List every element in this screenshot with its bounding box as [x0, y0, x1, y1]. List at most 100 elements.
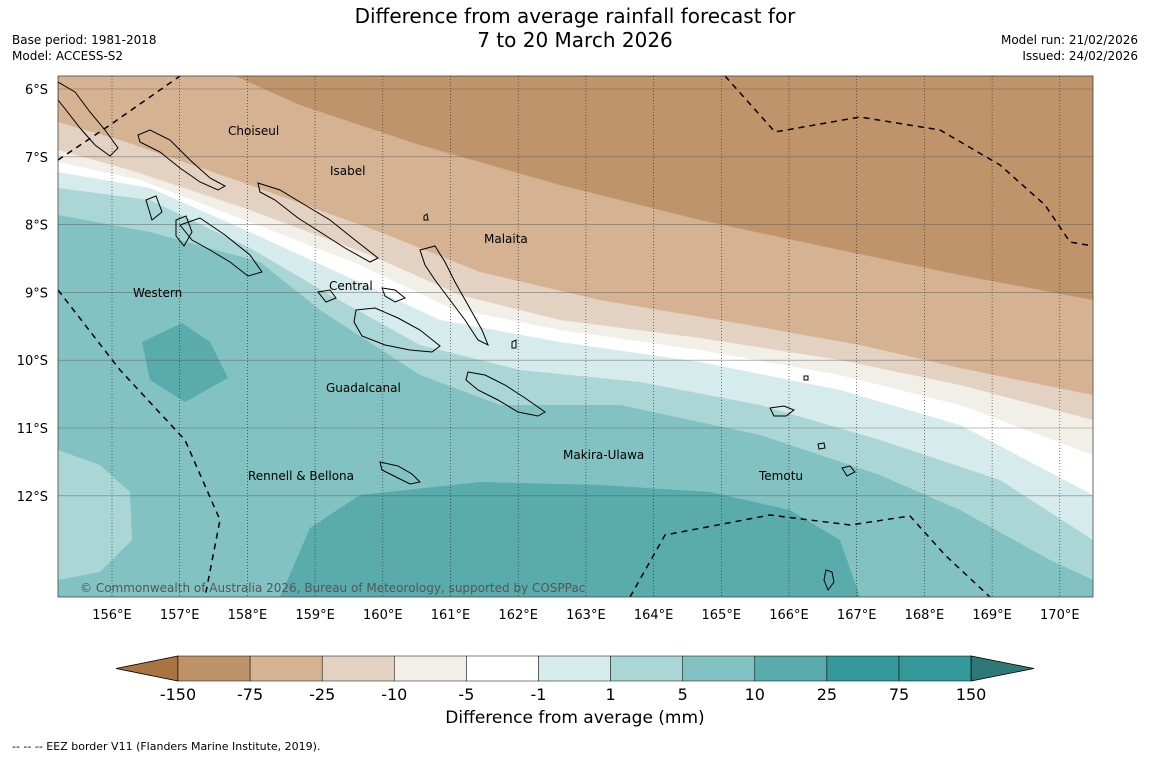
region-western: Western — [133, 286, 182, 300]
lon-tick-label: 165°E — [702, 608, 742, 623]
region-makira-ulawa: Makira-Ulawa — [563, 448, 644, 462]
colorbar-extend-low — [115, 655, 179, 682]
lon-tick-label: 157°E — [160, 608, 200, 623]
tikopia-coast — [817, 442, 826, 450]
lat-tick-label: 7°S — [25, 151, 48, 166]
region-guadalcanal: Guadalcanal — [326, 381, 401, 395]
lat-tick-label: 8°S — [25, 219, 48, 234]
band-25-to-75-west — [142, 323, 228, 402]
colorbar-tick-label: 75 — [889, 685, 909, 704]
sikaiana-coast — [511, 339, 517, 349]
region-choiseul: Choiseul — [228, 124, 279, 138]
lat-tick-label: 6°S — [25, 83, 48, 98]
lon-tick-label: 162°E — [498, 608, 538, 623]
colorbar-tick-label: -1 — [531, 685, 547, 704]
colorbar-extend-high — [970, 655, 1035, 682]
map-title: Difference from average rainfall forecas… — [0, 4, 1150, 52]
colorbar-ticks: -150 -75 -25 -10 -5 -1 1 5 10 25 75 150 — [160, 685, 987, 704]
colorbar-tick-label: 150 — [956, 685, 987, 704]
longitude-axis: 156°E 157°E 158°E 159°E 160°E 161°E 162°E 163°E… — [92, 608, 1079, 623]
lon-tick-label: 166°E — [769, 608, 809, 623]
makira-coast — [465, 371, 546, 417]
colorbar-segment — [754, 655, 828, 682]
bougainville-coast — [58, 81, 119, 157]
model-info: Base period: 1981-2018 Model: ACCESS-S2 — [12, 32, 157, 64]
lon-tick-label: 163°E — [566, 608, 606, 623]
lon-tick-label: 156°E — [92, 608, 132, 623]
lat-tick-label: 11°S — [17, 422, 48, 437]
lon-tick-label: 169°E — [972, 608, 1012, 623]
colorbar-segment — [466, 655, 539, 682]
model-name: Model: ACCESS-S2 — [12, 49, 124, 63]
colorbar-tick-label: 5 — [678, 685, 688, 704]
latitude-axis: 6°S 7°S 8°S 9°S 10°S 11°S 12°S — [17, 83, 48, 505]
colorbar-tick-label: 10 — [745, 685, 765, 704]
colorbar-tick-label: -5 — [458, 685, 474, 704]
colorbar-segment — [321, 655, 395, 682]
band-5-to-10-southwest — [58, 450, 132, 580]
colorbar-tick-label: -150 — [160, 685, 196, 704]
region-temotu: Temotu — [758, 469, 803, 483]
colorbar-segment — [538, 655, 611, 682]
colorbar-tick-label: -75 — [237, 685, 263, 704]
colorbar-segment — [610, 655, 683, 682]
lon-tick-label: 164°E — [634, 608, 674, 623]
lat-tick-label: 12°S — [17, 490, 48, 505]
region-rennell-bellona: Rennell & Bellona — [248, 469, 354, 483]
colorbar-title: Difference from average (mm) — [445, 708, 705, 728]
copyright-notice: © Commonwealth of Australia 2026, Bureau… — [80, 581, 585, 595]
guadalcanal-coast — [353, 307, 441, 353]
colorbar-tick-label: -10 — [381, 685, 407, 704]
eez-border-north-east — [724, 76, 1093, 247]
band-10-to-25 — [58, 215, 1093, 597]
issued-date: Issued: 24/02/2026 — [1022, 49, 1138, 63]
coastlines — [58, 81, 856, 592]
lon-tick-label: 168°E — [905, 608, 945, 623]
run-info: Model run: 21/02/2026 Issued: 24/02/2026 — [1001, 32, 1138, 64]
russell-islands-coast — [381, 287, 406, 303]
eez-borders — [58, 76, 1093, 597]
vanikoro-coast — [841, 465, 856, 477]
band-25-to-75 — [280, 482, 860, 597]
new-georgia-coast — [179, 217, 263, 277]
colorbar — [115, 655, 1035, 682]
malaita-coast — [419, 245, 489, 347]
region-central: Central — [329, 279, 373, 293]
base-period: Base period: 1981-2018 — [12, 33, 157, 47]
lon-tick-label: 159°E — [295, 608, 335, 623]
colorbar-segment — [898, 655, 972, 682]
colorbar-tick-label: 1 — [606, 685, 616, 704]
model-run-date: Model run: 21/02/2026 — [1000, 33, 1138, 47]
eez-border-south-east — [629, 514, 991, 597]
lon-tick-label: 158°E — [228, 608, 268, 623]
lon-tick-label: 160°E — [363, 608, 403, 623]
lon-tick-label: 167°E — [837, 608, 877, 623]
colorbar-segment — [826, 655, 900, 682]
reef-islands-coast — [803, 375, 809, 381]
eez-footnote: -- -- -- EEZ border V11 (Flanders Marine… — [12, 740, 321, 753]
region-isabel: Isabel — [330, 164, 365, 178]
ranongga-coast — [145, 195, 163, 221]
title-line-2: 7 to 20 March 2026 — [477, 28, 673, 52]
colorbar-segment — [249, 655, 323, 682]
region-labels: Choiseul Isabel Malaita Western Central … — [133, 124, 803, 483]
lon-tick-label: 170°E — [1040, 608, 1080, 623]
colorbar-tick-label: 25 — [817, 685, 837, 704]
isabel-coast — [257, 182, 379, 263]
map-frame — [57, 75, 1094, 598]
ontong-java-coast — [423, 213, 429, 221]
lat-tick-label: 9°S — [25, 286, 48, 301]
vella-coast — [175, 215, 193, 247]
title-line-1: Difference from average rainfall forecas… — [354, 4, 796, 28]
anuta-coast — [823, 569, 835, 592]
region-malaita: Malaita — [484, 232, 528, 246]
lon-tick-label: 161°E — [431, 608, 471, 623]
colorbar-segment — [682, 655, 756, 682]
colorbar-segment — [177, 655, 251, 682]
eez-border-west — [58, 289, 221, 597]
rennell-coast — [379, 461, 422, 485]
contour-layer — [58, 76, 1093, 597]
colorbar-tick-label: -25 — [309, 685, 335, 704]
latitude-lines — [58, 88, 1093, 497]
